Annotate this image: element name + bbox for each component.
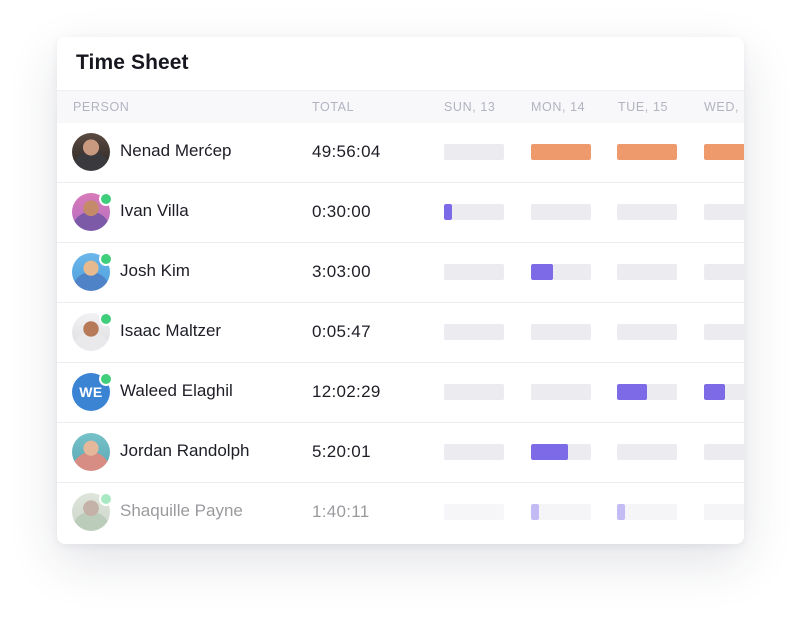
table-row[interactable]: Nenad Merćep 49:56:04 [57, 122, 744, 183]
total-time: 5:20:01 [312, 442, 371, 461]
day-time-bar[interactable] [531, 444, 591, 460]
card-title: Time Sheet [76, 51, 189, 74]
day-time-bar-fill [617, 144, 677, 160]
total-time: 49:56:04 [312, 142, 381, 161]
table-row[interactable]: Isaac Maltzer 0:05:47 [57, 302, 744, 363]
day-time-bar[interactable] [531, 264, 591, 280]
online-status-dot [99, 312, 113, 326]
day-time-bar[interactable] [444, 384, 504, 400]
total-time: 3:03:00 [312, 262, 371, 281]
avatar-photo [72, 433, 110, 471]
column-header-day[interactable]: MON, 14 [531, 100, 586, 114]
person-name[interactable]: Isaac Maltzer [120, 321, 222, 340]
column-header-total[interactable]: TOTAL [312, 100, 355, 114]
day-time-bar[interactable] [531, 204, 591, 220]
day-time-bar[interactable] [444, 504, 504, 520]
day-time-bar-fill [704, 144, 744, 160]
table-row[interactable]: Josh Kim 3:03:00 [57, 242, 744, 303]
day-time-bar[interactable] [704, 264, 744, 280]
day-time-bar-fill [531, 144, 591, 160]
day-time-bar[interactable] [704, 444, 744, 460]
day-time-bar[interactable] [444, 444, 504, 460]
day-time-bar[interactable] [617, 144, 677, 160]
avatar[interactable] [72, 433, 110, 471]
person-name[interactable]: Jordan Randolph [120, 441, 250, 460]
day-time-bar-fill [444, 204, 452, 220]
avatar[interactable] [72, 252, 113, 291]
day-time-bar-fill [704, 384, 725, 400]
online-status-dot [99, 192, 113, 206]
table-header: PERSON TOTAL SUN, 13 MON, 14 TUE, 15 WED… [57, 90, 744, 123]
day-time-bar[interactable] [444, 324, 504, 340]
day-time-bar[interactable] [704, 324, 744, 340]
avatar[interactable] [72, 312, 113, 351]
table-row[interactable]: WE Waleed Elaghil 12:02:29 [57, 362, 744, 423]
day-time-bar-fill [531, 504, 539, 520]
avatar-photo [72, 133, 110, 171]
total-time: 0:30:00 [312, 202, 371, 221]
day-time-bar[interactable] [704, 504, 744, 520]
day-time-bar-fill [531, 444, 568, 460]
online-status-dot [99, 492, 113, 506]
day-time-bar[interactable] [444, 204, 504, 220]
column-header-day[interactable]: SUN, 13 [444, 100, 496, 114]
total-time: 12:02:29 [312, 382, 381, 401]
day-time-bar[interactable] [617, 264, 677, 280]
day-time-bar[interactable] [704, 384, 744, 400]
table-row[interactable]: Ivan Villa 0:30:00 [57, 182, 744, 243]
person-name[interactable]: Josh Kim [120, 261, 190, 280]
day-time-bar[interactable] [531, 384, 591, 400]
day-time-bar[interactable] [444, 144, 504, 160]
day-time-bar[interactable] [617, 384, 677, 400]
total-time: 1:40:11 [312, 502, 370, 521]
table-row[interactable]: Shaquille Payne 1:40:11 [57, 482, 744, 542]
online-status-dot [99, 252, 113, 266]
day-time-bar[interactable] [531, 144, 591, 160]
column-header-person[interactable]: PERSON [73, 100, 130, 114]
day-time-bar[interactable] [704, 144, 744, 160]
day-time-bar[interactable] [617, 324, 677, 340]
avatar[interactable] [72, 133, 110, 171]
day-time-bar[interactable] [617, 444, 677, 460]
day-time-bar-fill [617, 384, 647, 400]
day-time-bar-fill [531, 264, 553, 280]
column-header-day[interactable]: TUE, 15 [618, 100, 669, 114]
column-header-day[interactable]: WED, [704, 100, 740, 114]
day-time-bar[interactable] [531, 504, 591, 520]
online-status-dot [99, 372, 113, 386]
day-time-bar[interactable] [617, 504, 677, 520]
avatar[interactable] [72, 192, 113, 231]
day-time-bar-fill [617, 504, 625, 520]
day-time-bar[interactable] [704, 204, 744, 220]
day-time-bar[interactable] [444, 264, 504, 280]
person-name[interactable]: Ivan Villa [120, 201, 189, 220]
table-row[interactable]: Jordan Randolph 5:20:01 [57, 422, 744, 483]
person-name[interactable]: Shaquille Payne [120, 501, 243, 520]
time-sheet-card: Time Sheet PERSON TOTAL SUN, 13 MON, 14 … [57, 37, 744, 544]
avatar[interactable] [72, 492, 113, 531]
avatar[interactable]: WE [72, 372, 113, 411]
day-time-bar[interactable] [617, 204, 677, 220]
total-time: 0:05:47 [312, 322, 371, 341]
day-time-bar[interactable] [531, 324, 591, 340]
person-name[interactable]: Nenad Merćep [120, 141, 232, 160]
person-name[interactable]: Waleed Elaghil [120, 381, 233, 400]
